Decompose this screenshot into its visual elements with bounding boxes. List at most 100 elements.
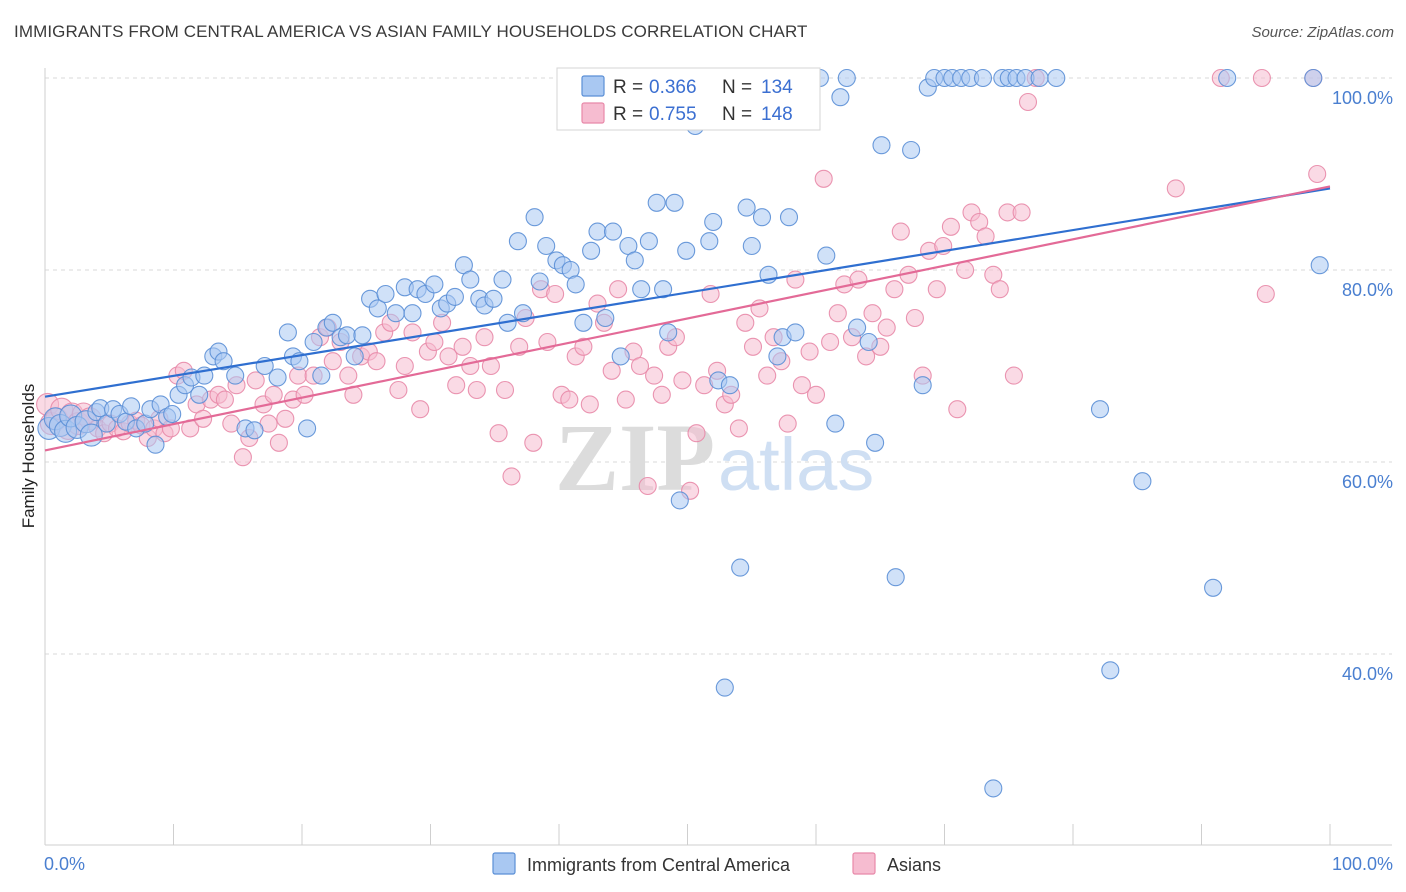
data-point [677,241,696,260]
data-point [826,414,845,433]
legend-swatch-blue [581,75,605,97]
grid [45,77,1392,655]
data-point [886,568,905,587]
data-point [611,347,630,366]
y-axis-title: Family Households [19,384,38,529]
data-point [226,366,245,385]
x-tick-label-max: 100.0% [1332,854,1393,874]
data-point [467,380,486,400]
data-point [652,385,671,404]
data-point [510,337,529,356]
data-point [461,356,480,376]
data-point [489,424,508,443]
data-point [403,304,422,323]
data-point [530,272,549,291]
data-point [345,347,364,366]
data-point [245,421,264,440]
data-point [616,390,635,409]
data-point [1310,256,1329,275]
data-point [729,419,748,438]
data-point [574,313,593,332]
data-point [264,385,283,404]
y-tick-labels: 40.0% 60.0% 80.0% 100.0% [1332,88,1393,684]
data-point [602,361,621,380]
legend-r-label-1: R = [613,77,643,98]
y-tick-label: 40.0% [1342,664,1393,684]
data-point [537,236,556,256]
data-point [312,366,331,385]
data-point [580,395,599,414]
data-point [821,332,840,352]
data-point [872,136,891,155]
data-point [295,385,314,404]
data-point [948,400,967,419]
data-point [337,326,357,345]
data-point [215,390,234,409]
data-point [659,323,678,342]
data-point [1133,472,1152,491]
trend-line-central-america [44,187,1331,398]
data-point [792,376,811,395]
trend-lines [44,185,1331,452]
data-point [625,251,644,270]
legend-n-value-1: 134 [761,77,793,98]
data-point [806,385,826,404]
data-point [863,304,882,323]
data-point [831,88,850,107]
data-point [502,467,521,486]
data-point [574,337,593,356]
data-point [481,356,500,376]
data-point [596,308,615,328]
data-point [877,318,896,337]
data-point [704,212,723,232]
data-point [913,376,932,395]
data-point [779,208,799,227]
data-point [439,347,458,366]
data-point [731,558,750,577]
legend-n-label-2: N = [722,104,752,125]
data-point [495,380,515,400]
y-tick-label: 100.0% [1332,88,1393,108]
data-point [687,424,706,443]
data-point [269,433,288,452]
watermark: ZIP atlas [555,404,874,511]
data-point [786,323,805,342]
data-point [700,232,719,251]
y-tick-label: 60.0% [1342,472,1393,492]
data-point [1308,164,1327,184]
data-point [445,287,464,306]
data-point [956,260,975,280]
data-point [758,366,777,385]
data-point [665,193,684,212]
data-point [866,433,885,452]
data-point [484,289,503,308]
data-point [885,280,904,299]
legend-bottom: Immigrants from Central America Asians [492,852,941,875]
chart-title: IMMIGRANTS FROM CENTRAL AMERICA VS ASIAN… [14,22,808,41]
data-point [298,419,317,438]
data-point [386,304,405,323]
watermark-atlas: atlas [718,423,874,506]
data-point [814,169,833,188]
data-point [560,390,579,409]
legend-r-value-1: 0.366 [649,77,697,98]
data-point [1252,68,1271,88]
data-point [891,222,910,241]
data-point [367,352,386,371]
data-point [582,241,601,260]
data-point [122,397,141,416]
data-point [720,376,739,395]
data-point [902,140,921,160]
data-point [603,222,623,241]
data-point [638,476,657,496]
data-point [609,280,628,299]
x-tick-label-min: 0.0% [44,854,85,874]
data-point [752,208,772,227]
legend-r-label-2: R = [613,104,643,125]
legend-bottom-swatch-pink [852,852,876,875]
data-point [233,448,252,467]
data-point [461,270,480,289]
legend-bottom-swatch-blue [492,852,516,875]
data-point [768,347,787,366]
